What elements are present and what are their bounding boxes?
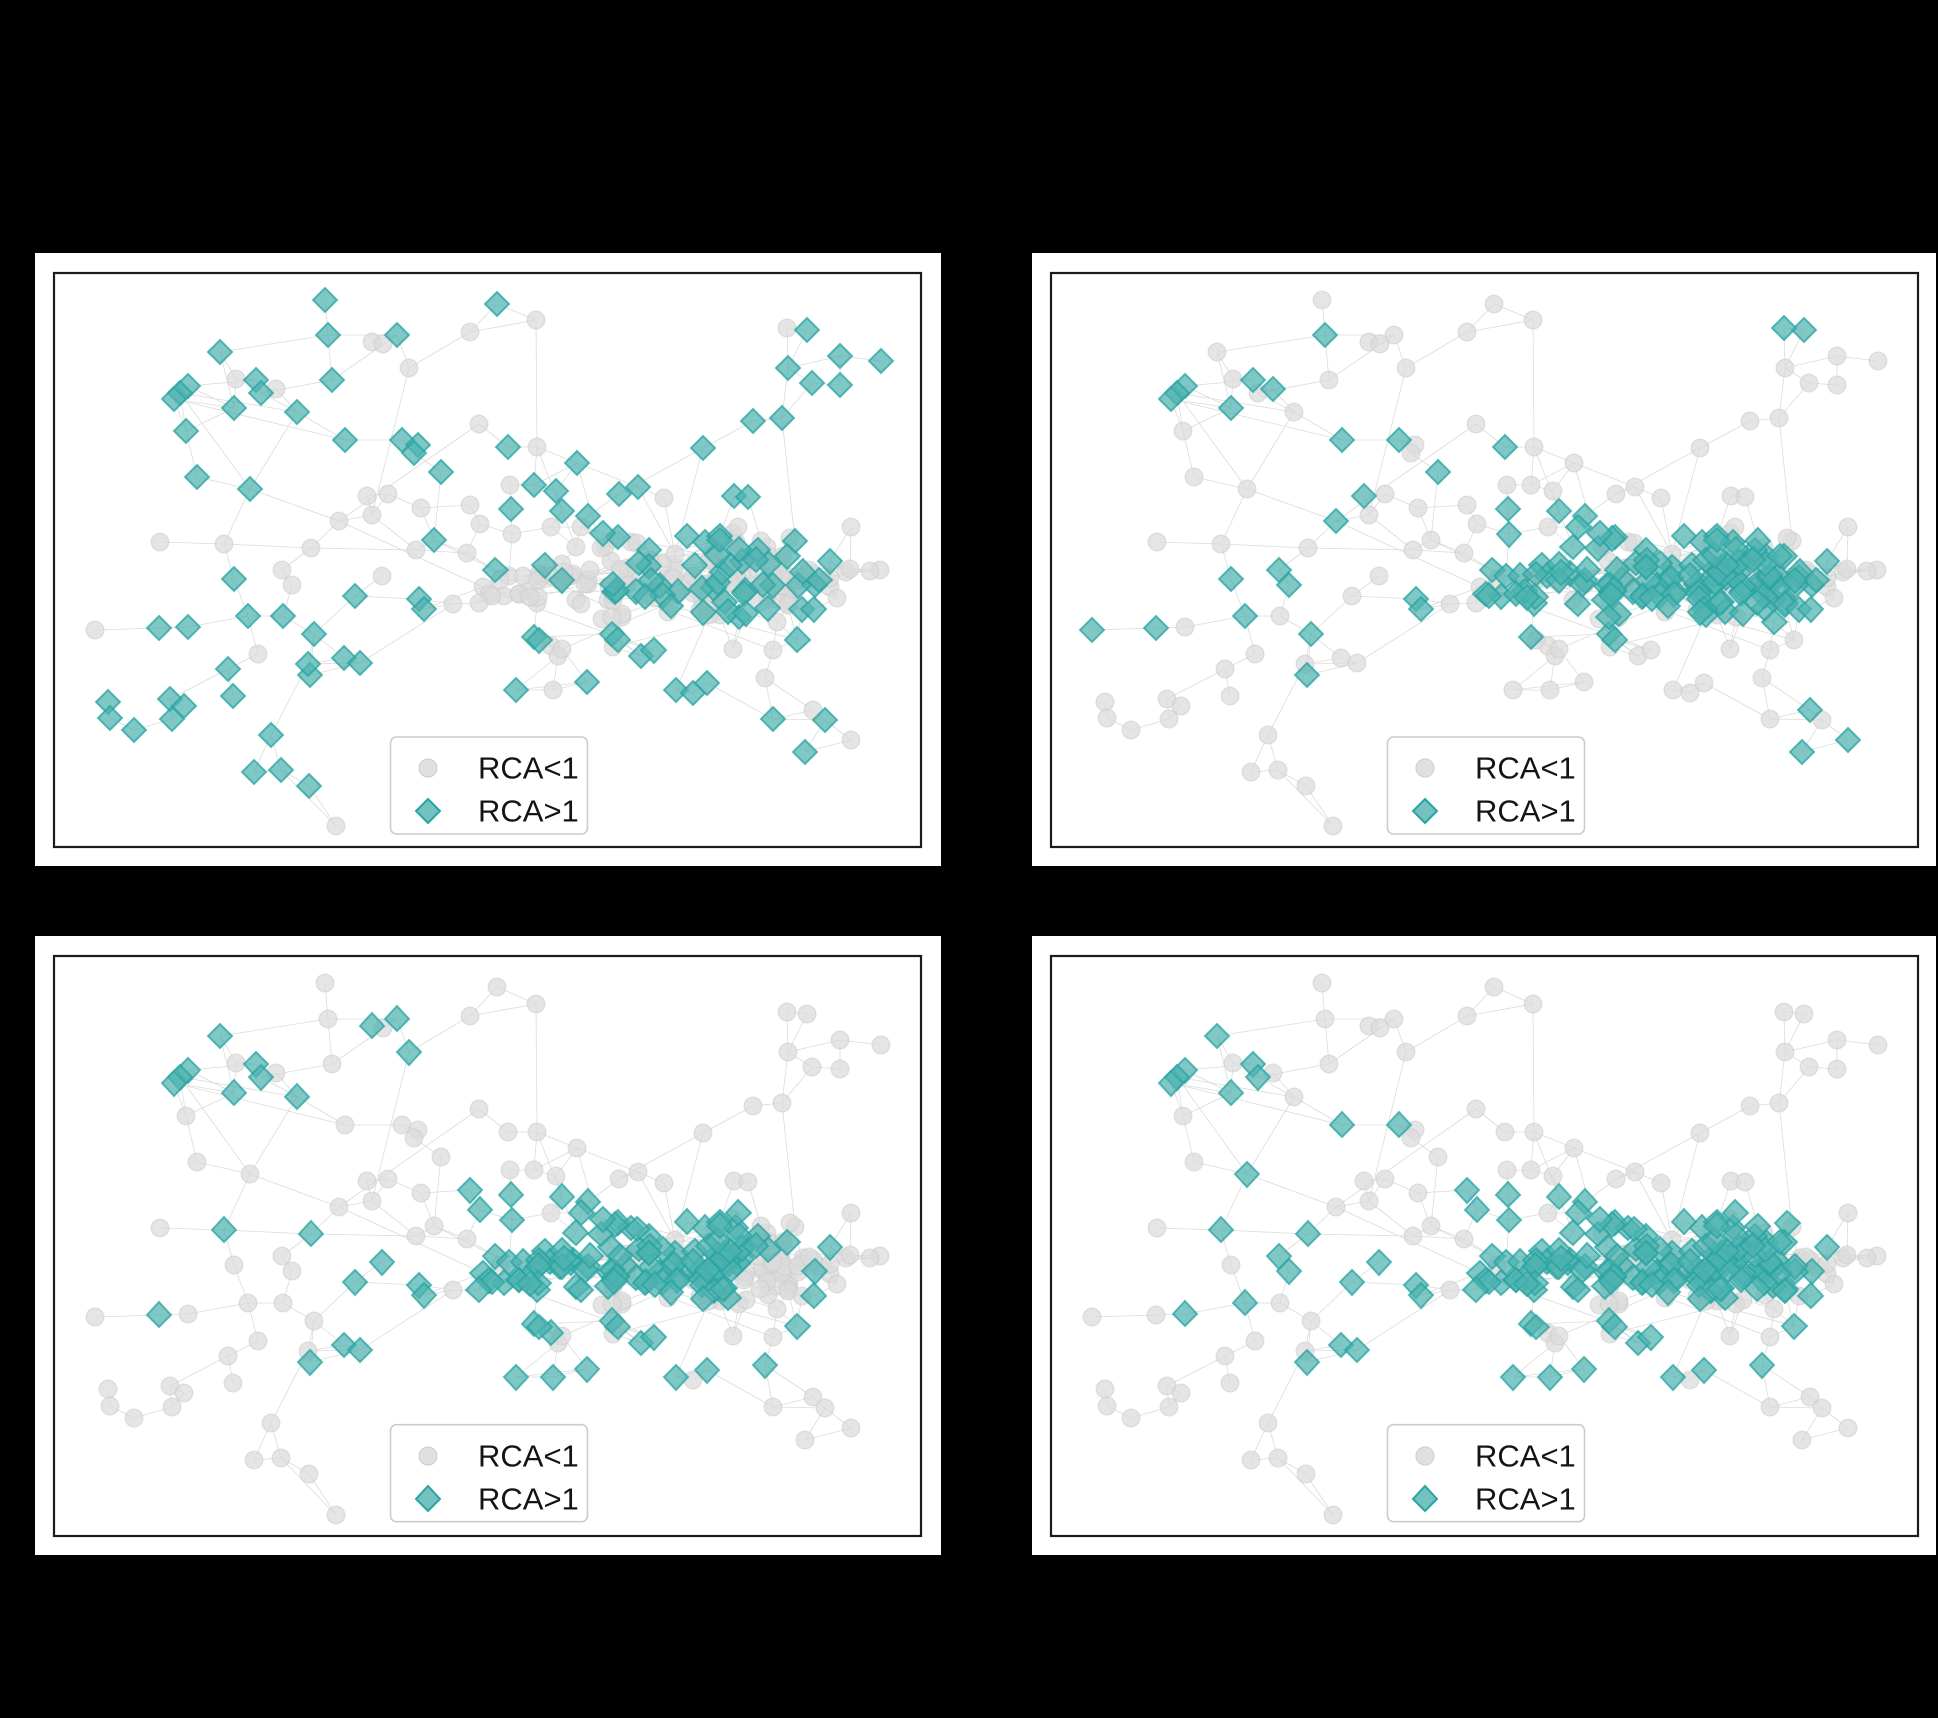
svg-text:RCA<1: RCA<1 <box>1475 1439 1576 1474</box>
svg-text:RCA>1: RCA>1 <box>1475 1482 1576 1517</box>
svg-text:RCA>1: RCA>1 <box>1475 794 1576 829</box>
svg-text:RCA<1: RCA<1 <box>1475 751 1576 786</box>
svg-text:RCA<1: RCA<1 <box>478 1439 579 1474</box>
svg-text:RCA>1: RCA>1 <box>478 1482 579 1517</box>
svg-text:RCA>1: RCA>1 <box>478 794 579 829</box>
svg-text:RCA<1: RCA<1 <box>478 751 579 786</box>
